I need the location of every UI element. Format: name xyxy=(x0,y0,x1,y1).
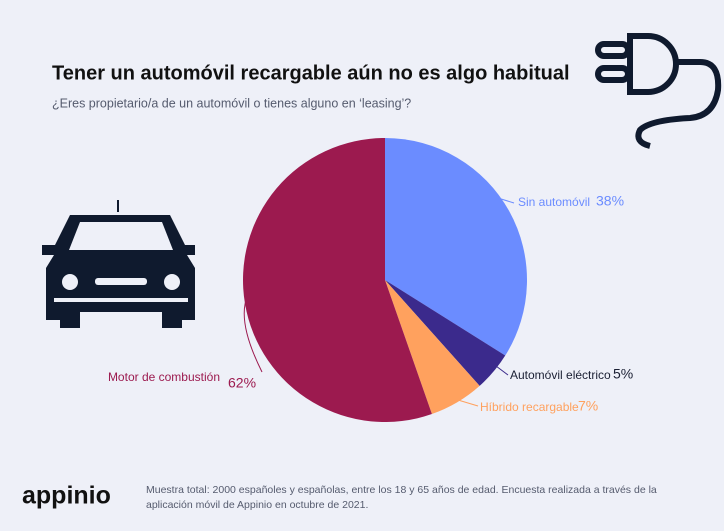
slice-label: Automóvil eléctrico xyxy=(510,368,611,382)
chart-subtitle: ¿Eres propietario/a de un automóvil o ti… xyxy=(52,96,411,110)
pie-slice xyxy=(385,138,527,356)
pie-slice xyxy=(243,138,432,422)
chart-title: Tener un automóvil recargable aún no es … xyxy=(52,62,570,84)
slice-label: Sin automóvil xyxy=(518,195,590,209)
pie-slice xyxy=(385,280,480,415)
footnote: Muestra total: 2000 españoles y española… xyxy=(146,484,657,511)
slice-value: 62% xyxy=(228,375,256,391)
car-icon xyxy=(42,200,195,328)
slice-label: Híbrido recargable xyxy=(480,400,579,414)
slice-value: 5% xyxy=(613,366,633,382)
slice-value: 7% xyxy=(578,398,598,414)
slice-value: 38% xyxy=(596,193,624,209)
brand-logo: appinio xyxy=(22,482,111,510)
slice-label: Motor de combustión xyxy=(108,370,220,384)
pie-slice xyxy=(385,280,506,386)
plug-icon xyxy=(595,33,722,149)
